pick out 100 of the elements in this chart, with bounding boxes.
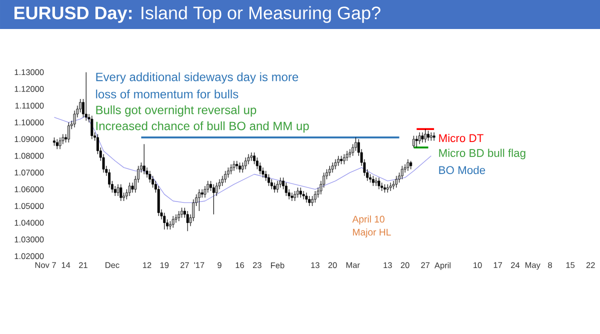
candlestick [418,132,421,144]
candlestick [276,180,279,193]
candlestick [84,72,88,122]
candlestick [346,150,348,162]
candlestick [212,184,215,215]
x-tick-label: 22 [586,262,595,268]
candlestick [421,132,424,143]
candlestick [372,176,374,186]
x-tick-label: 24 [511,262,520,268]
candlestick [232,160,236,172]
candlestick [128,182,131,196]
candlestick [244,157,247,170]
x-tick-label: Mar [346,262,360,268]
y-tick-label: 1.11000 [15,102,44,109]
y-tick-label: 1.13000 [14,69,44,76]
candlestick [328,166,331,176]
x-tick-label: 10 [474,262,482,268]
x-tick-label: 16 [236,262,244,268]
annotation: Increased chance of bull BO and MM up [96,121,309,133]
x-tick-label: 9 [218,262,222,268]
x-tick-label: 15 [566,262,575,268]
candlestick [56,138,58,150]
y-tick-label: 1.03000 [14,236,44,242]
candlestick [424,128,427,143]
candlestick [273,182,276,193]
candlestick [186,210,189,232]
candlestick [296,187,300,198]
x-tick-label: April [434,262,450,270]
candlestick [67,122,70,143]
candlestick [294,190,296,202]
x-tick-label: Feb [271,262,284,268]
x-tick-label: 20 [328,262,337,268]
candlestick [389,182,392,192]
annotation: Major HL [353,228,391,238]
x-tick-label: 12 [143,262,152,268]
x-tick-label: 27 [180,262,189,268]
candlestick [406,158,410,172]
candlestick [342,154,346,165]
x-tick-label: 23 [253,262,262,268]
candlestick [299,187,302,198]
candlestick [314,190,316,203]
candlestick [180,207,184,218]
candlestick [238,162,242,173]
annotation: Micro BD bull flag [439,148,526,160]
candlestick [302,190,305,200]
candlestick [432,132,436,142]
x-tick-label: 27 [421,262,430,268]
annotation: Every additional sideways day is more [96,72,298,84]
y-tick-label: 1.05000 [14,203,44,209]
y-tick-label: 1.07000 [14,170,44,176]
candlestick [415,135,418,148]
x-tick-label: 19 [160,262,169,268]
x-tick-label: 21 [79,262,88,268]
annotation: Bulls got overnight reversal up [96,105,256,117]
candlestick [331,162,334,173]
y-tick-label: 1.12000 [14,86,44,92]
annotation: BO Mode [439,166,486,174]
candlestick [172,216,174,228]
chart-title: EURUSD Day: Island Top or Measuring Gap? [14,6,380,23]
candlestick [412,135,415,148]
candlestick [426,130,430,142]
candlestick [247,154,250,165]
candlestick [378,177,380,190]
x-tick-label: '17 [194,262,204,268]
y-tick-label: 1.09000 [14,136,44,142]
candlestick [308,196,311,206]
y-tick-label: 1.06000 [14,186,44,192]
annotation: loss of momentum for bulls [96,90,238,98]
y-tick-label: 1.10000 [14,119,44,126]
x-tick-label: 17 [494,262,502,268]
candlestick [337,156,340,166]
annotation: Micro DT [439,134,484,142]
candlestick [400,166,404,180]
candlestick [224,170,227,183]
candlestick [334,158,337,170]
x-tick-label: Dec [106,262,120,268]
candlestick [253,152,256,165]
y-tick-label: 1.02000 [14,253,44,260]
candlestick [163,212,166,230]
candlestick [290,192,294,202]
x-tick-label: Nov 7 [35,262,56,268]
x-tick-label: 13 [311,262,320,268]
candlestick [116,184,120,196]
annotation: April 10 [352,216,384,224]
candlestick [90,115,94,140]
candlestick [131,182,134,193]
y-tick-label: 1.04000 [14,220,44,226]
candlestick [305,192,308,203]
candlestick [395,176,398,188]
candlestick [268,174,270,186]
candlestick [120,184,122,202]
candlestick [142,144,146,175]
x-tick-label: 13 [384,262,392,268]
x-tick-label: May [525,262,540,270]
candlestick [198,189,200,212]
y-tick-label: 1.08000 [14,152,44,159]
candlestick [178,210,180,222]
candlestick [58,137,62,150]
x-tick-label: 20 [400,262,410,268]
x-tick-label: 14 [62,262,70,268]
